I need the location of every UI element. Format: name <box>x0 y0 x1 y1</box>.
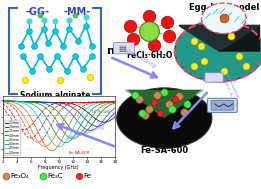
Point <box>41 27 46 30</box>
Point <box>19 44 23 47</box>
Point <box>67 27 71 30</box>
Point <box>173 98 177 101</box>
Point <box>199 44 204 47</box>
Point <box>53 29 57 32</box>
Point <box>229 34 233 37</box>
FancyBboxPatch shape <box>207 98 237 112</box>
Point <box>40 174 45 177</box>
Text: Egg-box model: Egg-box model <box>189 3 259 12</box>
Text: Fe₃O₄: Fe₃O₄ <box>10 173 29 179</box>
Text: Cross-linking: Cross-linking <box>125 49 157 69</box>
Text: Carbonization
800°C, N₂: Carbonization 800°C, N₂ <box>220 72 240 101</box>
Point <box>90 55 94 58</box>
Point <box>177 95 181 98</box>
Point <box>64 70 69 73</box>
Point <box>4 174 8 177</box>
Point <box>202 60 206 63</box>
Point <box>61 44 65 47</box>
Point <box>152 43 156 46</box>
Point <box>147 107 151 110</box>
Text: ▤: ▤ <box>119 44 127 53</box>
Point <box>128 24 132 27</box>
Circle shape <box>117 88 212 148</box>
Point <box>155 93 159 96</box>
Point <box>55 55 60 58</box>
Point <box>53 19 57 22</box>
Text: Fe₃C: Fe₃C <box>47 173 63 179</box>
Point <box>46 41 50 44</box>
Point <box>140 112 144 115</box>
Point <box>137 98 141 101</box>
Point <box>76 174 81 177</box>
Legend: 1.5mm, 2.0mm, 2.5mm, 3.0mm, 3.5mm, 4.0mm, 4.5mm, 5.0mm: 1.5mm, 2.0mm, 2.5mm, 3.0mm, 3.5mm, 4.0mm… <box>4 120 20 155</box>
Point <box>132 93 137 96</box>
Point <box>73 55 77 58</box>
FancyBboxPatch shape <box>205 73 223 82</box>
Text: Sodium alginate: Sodium alginate <box>20 91 90 100</box>
Point <box>222 17 226 20</box>
Point <box>84 24 88 27</box>
Point <box>236 55 241 58</box>
Point <box>185 102 189 105</box>
Point <box>67 18 71 21</box>
Point <box>58 78 62 81</box>
Text: -MM-: -MM- <box>63 7 90 17</box>
Point <box>165 21 169 24</box>
Polygon shape <box>179 26 259 51</box>
Polygon shape <box>127 90 201 118</box>
Point <box>152 101 156 104</box>
Point <box>170 107 174 110</box>
Point <box>84 16 88 19</box>
Point <box>167 102 171 105</box>
Point <box>23 78 27 81</box>
Polygon shape <box>124 90 204 118</box>
Point <box>143 114 147 117</box>
Point <box>32 44 37 47</box>
FancyBboxPatch shape <box>211 101 234 110</box>
Point <box>47 68 51 71</box>
Point <box>158 112 162 115</box>
Circle shape <box>201 3 246 34</box>
Point <box>90 44 94 47</box>
Point <box>162 90 167 93</box>
Point <box>87 75 92 78</box>
Text: n: n <box>106 46 114 56</box>
Text: -18 RL(dB): -18 RL(dB) <box>90 110 111 114</box>
Point <box>167 34 171 37</box>
Text: Fe-SA-600: Fe-SA-600 <box>69 151 91 155</box>
Point <box>30 70 34 73</box>
Point <box>73 14 77 17</box>
Text: FeCl₃·6H₂O: FeCl₃·6H₂O <box>126 51 173 60</box>
Circle shape <box>175 20 261 82</box>
Point <box>38 55 42 58</box>
Text: Fe: Fe <box>83 173 91 179</box>
Point <box>38 14 42 17</box>
Point <box>27 29 31 32</box>
Text: Reduction firing: Reduction firing <box>67 124 105 141</box>
Point <box>41 18 46 21</box>
Point <box>147 29 151 32</box>
Point <box>21 55 25 58</box>
Point <box>192 39 196 42</box>
Point <box>81 68 85 71</box>
Point <box>244 65 248 68</box>
Point <box>182 110 186 113</box>
Polygon shape <box>179 26 259 51</box>
Text: -GG-: -GG- <box>25 7 49 17</box>
FancyBboxPatch shape <box>114 43 134 54</box>
Point <box>222 70 226 73</box>
Point <box>27 19 31 22</box>
Text: Fe-SA-600: Fe-SA-600 <box>140 146 188 155</box>
X-axis label: Frequency (GHz): Frequency (GHz) <box>38 165 79 170</box>
Point <box>147 15 151 18</box>
Point <box>131 37 135 40</box>
Point <box>192 65 196 68</box>
Point <box>76 39 80 42</box>
